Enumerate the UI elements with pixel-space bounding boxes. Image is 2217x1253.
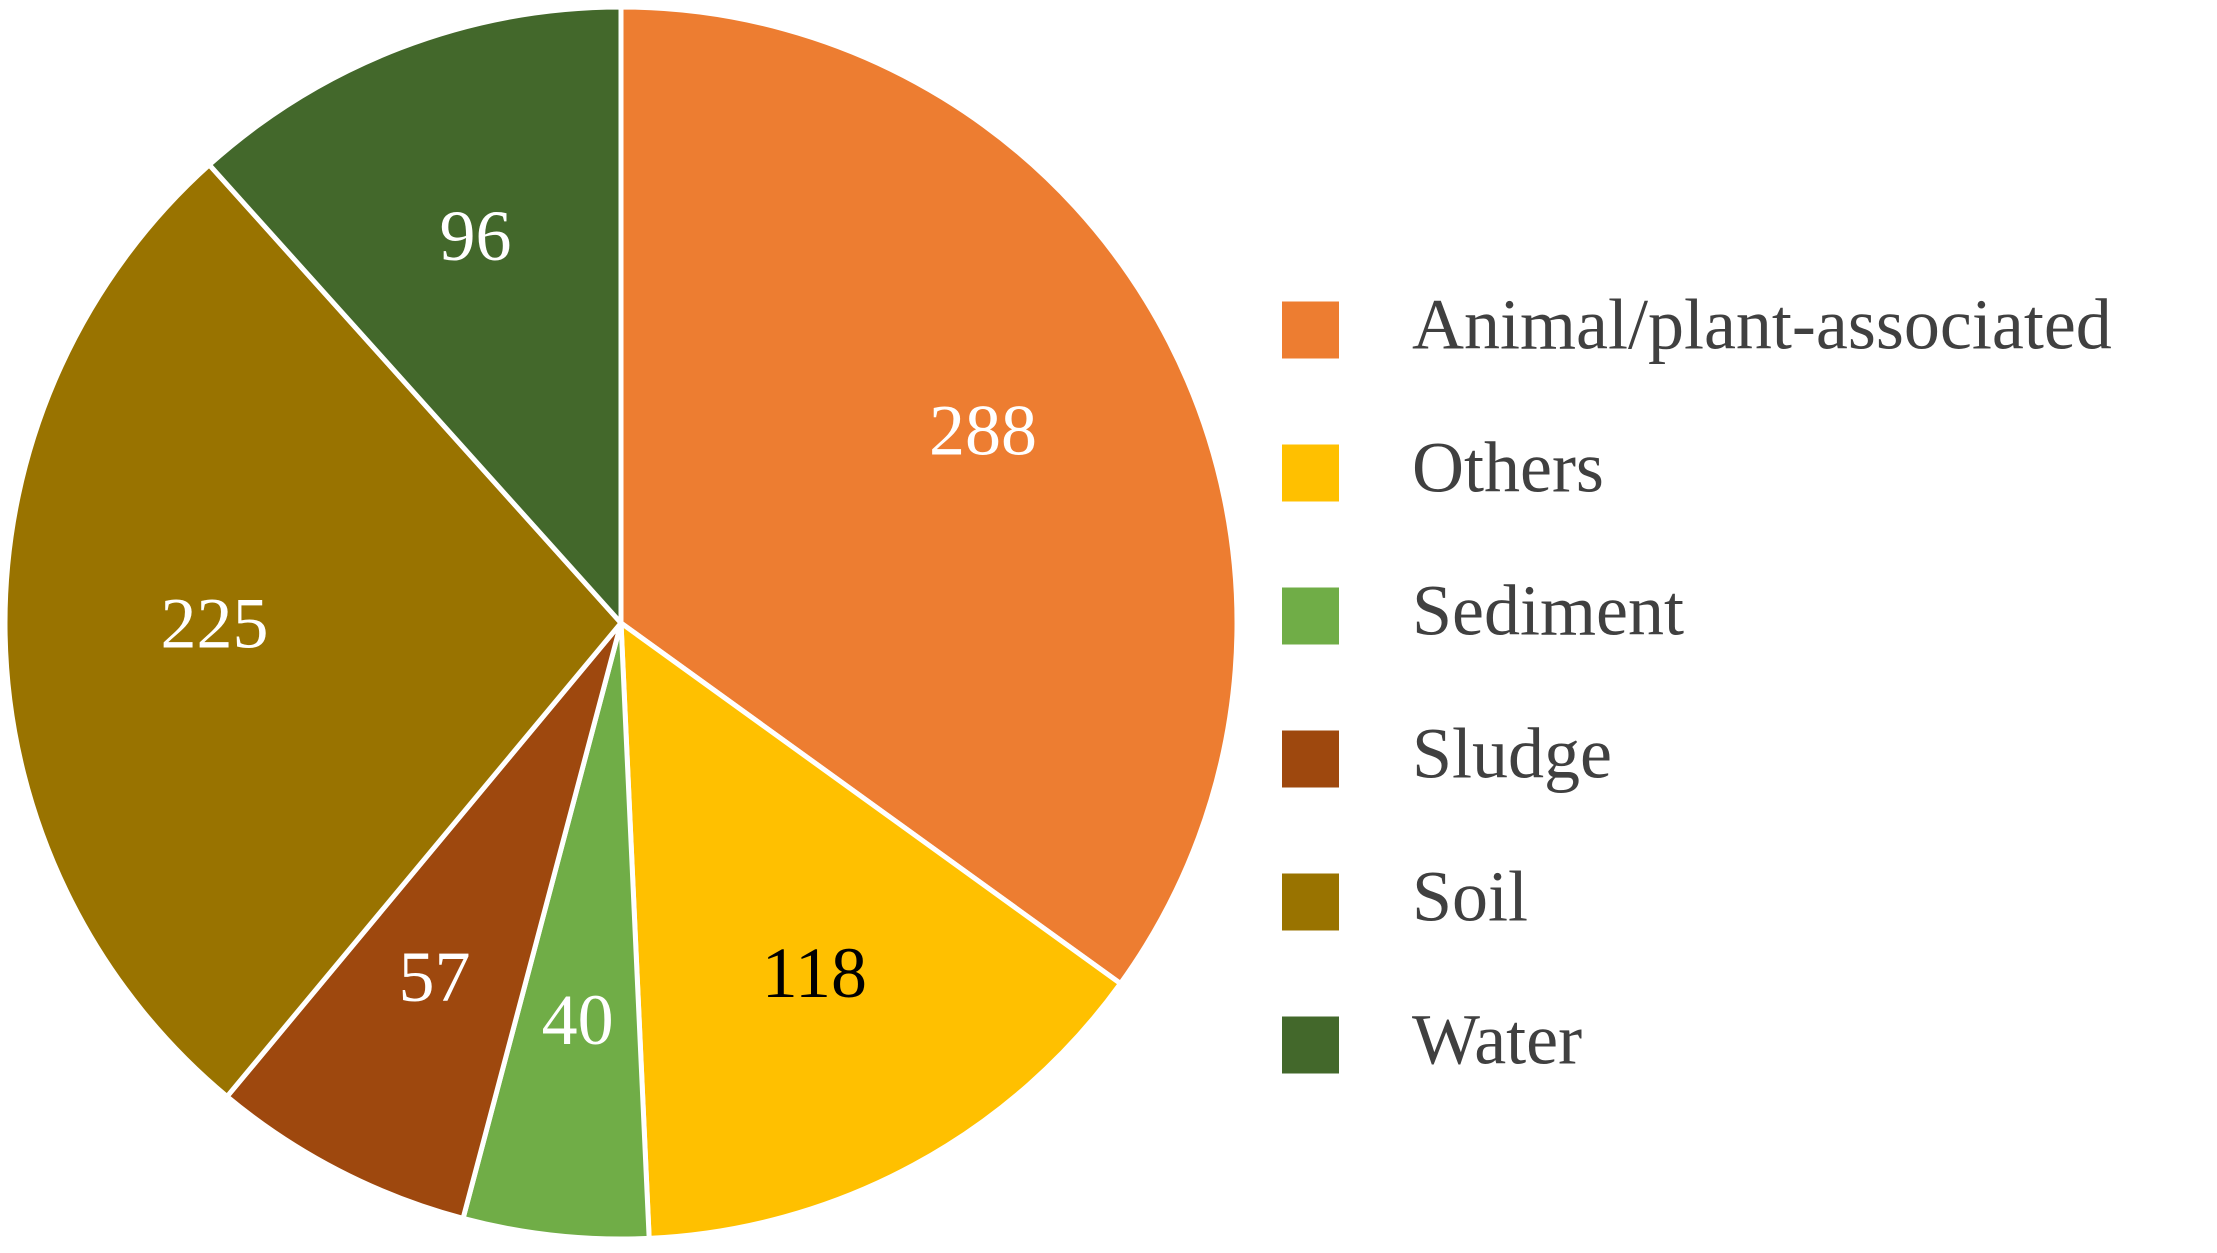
- pie-slice-animal-plant-associated: [618, 4, 1240, 987]
- legend-swatch-others: [1282, 444, 1339, 502]
- legend-swatch-soil: [1282, 873, 1339, 931]
- legend-item-others: Others: [1282, 428, 1604, 508]
- data-label-others: 118: [762, 933, 867, 1013]
- pie-slice-water: [206, 4, 624, 626]
- legend-item-soil: Soil: [1282, 857, 1528, 937]
- legend-swatch-sediment: [1282, 587, 1339, 645]
- pie-data-labels: 288 118 40 57 225 96: [161, 196, 1037, 1060]
- data-label-soil: 225: [161, 583, 269, 663]
- data-label-sediment: 40: [542, 980, 614, 1060]
- legend-swatch-animal-plant-associated: [1282, 301, 1339, 359]
- legend-label-others: Others: [1412, 428, 1604, 508]
- data-label-sludge: 57: [398, 937, 470, 1017]
- data-label-animal-plant-associated: 288: [929, 390, 1037, 470]
- data-label-water: 96: [439, 196, 511, 276]
- legend-swatch-water: [1282, 1016, 1339, 1074]
- pie-slice-soil: [2, 162, 624, 1100]
- legend-item-animal-plant-associated: Animal/plant-associated: [1282, 285, 2112, 365]
- legend-item-sludge: Sludge: [1282, 714, 1612, 794]
- pie-slice-others: [618, 620, 1123, 1241]
- legend-label-sediment: Sediment: [1412, 571, 1684, 651]
- pie-slices: [2, 4, 1240, 1242]
- legend-label-sludge: Sludge: [1412, 714, 1612, 794]
- pie-slice-sediment: [460, 620, 652, 1242]
- legend-item-water: Water: [1282, 1000, 1582, 1080]
- legend-label-water: Water: [1412, 1000, 1582, 1080]
- legend-item-sediment: Sediment: [1282, 571, 1684, 651]
- legend-label-soil: Soil: [1412, 857, 1528, 937]
- legend-swatch-sludge: [1282, 730, 1339, 788]
- pie-slice-sludge: [224, 620, 624, 1221]
- legend-label-animal-plant-associated: Animal/plant-associated: [1412, 285, 2112, 365]
- legend: Animal/plant-associated Others Sediment Slu…: [1282, 285, 2112, 1080]
